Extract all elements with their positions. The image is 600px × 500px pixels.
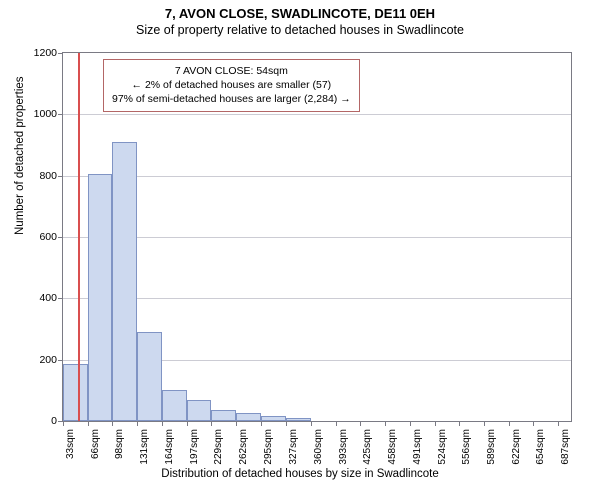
x-tick (63, 421, 64, 426)
histogram-bar (286, 418, 311, 421)
x-tick (484, 421, 485, 426)
x-tick (112, 421, 113, 426)
y-tick (58, 176, 63, 177)
x-tick (410, 421, 411, 426)
y-tick (58, 53, 63, 54)
histogram-bar (211, 410, 236, 421)
y-tick-label: 600 (27, 231, 57, 243)
y-gridline (63, 176, 571, 177)
x-tick (509, 421, 510, 426)
histogram-bar (112, 142, 137, 421)
infobox-line-2: ← 2% of detached houses are smaller (57) (112, 78, 351, 92)
infobox-line-1: 7 AVON CLOSE: 54sqm (112, 64, 351, 78)
histogram-bar (261, 416, 285, 421)
y-gridline (63, 298, 571, 299)
x-tick (261, 421, 262, 426)
x-tick (162, 421, 163, 426)
x-tick (558, 421, 559, 426)
y-tick-label: 1200 (27, 47, 57, 59)
y-tick-label: 800 (27, 170, 57, 182)
x-tick (137, 421, 138, 426)
y-gridline (63, 237, 571, 238)
chart-container: 7, AVON CLOSE, SWADLINCOTE, DE11 0EH Siz… (0, 0, 600, 500)
x-tick (286, 421, 287, 426)
x-tick (435, 421, 436, 426)
y-axis-title: Number of detached properties (14, 76, 26, 235)
x-tick (385, 421, 386, 426)
histogram-bar (137, 332, 162, 421)
reference-line (78, 53, 80, 421)
x-tick (459, 421, 460, 426)
y-tick (58, 237, 63, 238)
x-tick (311, 421, 312, 426)
x-tick (336, 421, 337, 426)
x-tick (88, 421, 89, 426)
plot-area: 7 AVON CLOSE: 54sqm ← 2% of detached hou… (62, 52, 572, 422)
y-tick (58, 360, 63, 361)
x-tick (211, 421, 212, 426)
histogram-bar (63, 364, 88, 421)
histogram-bar (236, 413, 261, 421)
y-gridline (63, 114, 571, 115)
chart-title: Size of property relative to detached ho… (0, 23, 600, 37)
x-tick (187, 421, 188, 426)
x-axis-title: Distribution of detached houses by size … (0, 468, 600, 480)
info-box: 7 AVON CLOSE: 54sqm ← 2% of detached hou… (103, 59, 360, 112)
y-tick-label: 200 (27, 354, 57, 366)
x-tick (360, 421, 361, 426)
chart-supertitle: 7, AVON CLOSE, SWADLINCOTE, DE11 0EH (0, 0, 600, 21)
histogram-bar (187, 400, 211, 421)
histogram-bar (88, 174, 112, 421)
infobox-line-3: 97% of semi-detached houses are larger (… (112, 92, 351, 106)
x-tick (533, 421, 534, 426)
histogram-bar (162, 390, 187, 421)
y-tick (58, 298, 63, 299)
y-tick-label: 400 (27, 292, 57, 304)
y-tick-label: 1000 (27, 108, 57, 120)
x-tick (236, 421, 237, 426)
y-tick (58, 114, 63, 115)
y-tick-label: 0 (27, 415, 57, 427)
